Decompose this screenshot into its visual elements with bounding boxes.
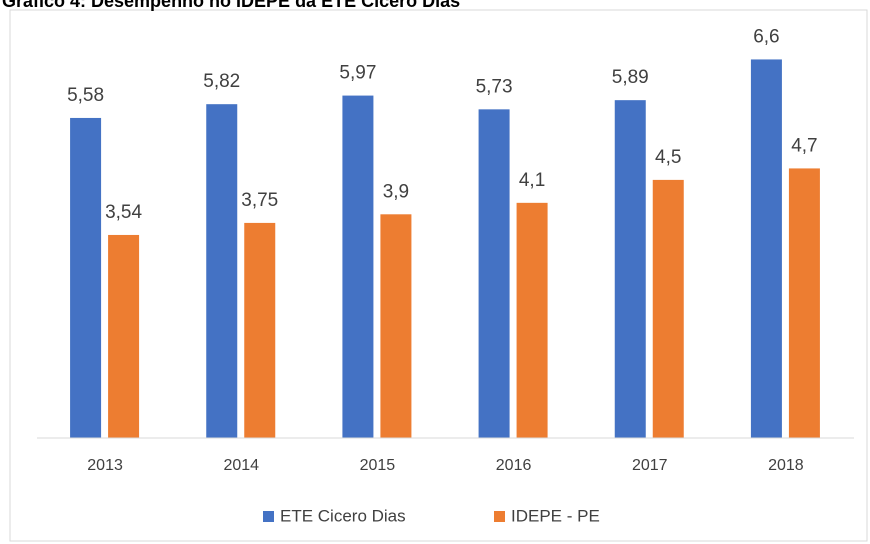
bar xyxy=(788,168,820,438)
bar xyxy=(380,214,412,438)
value-label: 5,73 xyxy=(476,76,513,97)
bar xyxy=(750,59,782,438)
bar xyxy=(652,179,684,438)
value-label: 4,5 xyxy=(655,147,681,168)
bar xyxy=(614,100,646,438)
value-label: 3,9 xyxy=(383,181,409,202)
bar xyxy=(478,109,510,439)
bar xyxy=(342,95,374,439)
value-label: 5,58 xyxy=(67,85,104,106)
bar xyxy=(108,234,140,438)
value-label: 3,54 xyxy=(105,202,142,223)
x-tick-label: 2017 xyxy=(632,457,668,474)
bar xyxy=(70,117,102,438)
legend-swatch xyxy=(494,511,505,522)
x-tick-label: 2018 xyxy=(768,457,804,474)
chart-title: Gráfico 4: Desempenho no IDEPE da ETE Cí… xyxy=(2,0,460,11)
value-label: 5,82 xyxy=(203,71,240,92)
bar xyxy=(206,104,238,438)
bar xyxy=(516,202,548,438)
legend-label: ETE Cicero Dias xyxy=(280,506,406,525)
legend-label: IDEPE - PE xyxy=(511,506,600,525)
value-label: 6,6 xyxy=(753,26,779,47)
x-tick-label: 2014 xyxy=(223,457,259,474)
x-tick-label: 2013 xyxy=(87,457,123,474)
value-label: 5,89 xyxy=(612,67,649,88)
legend-swatch xyxy=(263,511,274,522)
value-label: 4,7 xyxy=(791,135,817,156)
x-tick-label: 2016 xyxy=(496,457,532,474)
x-tick-label: 2015 xyxy=(360,457,396,474)
chart-frame xyxy=(9,9,868,542)
value-label: 3,75 xyxy=(241,190,278,211)
value-label: 4,1 xyxy=(519,170,545,191)
value-label: 5,97 xyxy=(339,63,376,84)
bar xyxy=(244,222,276,438)
